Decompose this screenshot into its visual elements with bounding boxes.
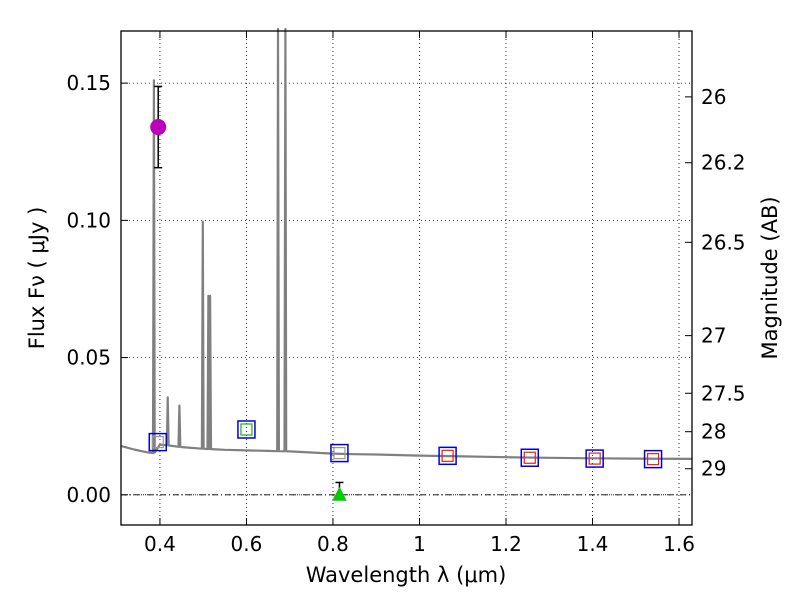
tick-layer: [121, 31, 692, 525]
model-flux-square: [438, 446, 457, 466]
observed-flux-square: [333, 446, 346, 460]
model-flux-square: [148, 432, 168, 452]
x-tick-label: 1.4: [577, 532, 609, 556]
model-flux-square: [330, 443, 349, 463]
mag-tick-label: 26: [701, 85, 726, 109]
y-tick-label: 0.10: [66, 208, 111, 232]
mag-tick-label: 27.5: [701, 381, 746, 405]
upper-limit-triangle: [332, 486, 347, 501]
mag-tick-label: 29: [701, 457, 726, 481]
mag-tick-label: 26.5: [701, 230, 746, 254]
y-tick-label: 0.00: [66, 483, 111, 507]
y2-axis-title: Magnitude (AB): [758, 196, 782, 359]
observed-flux-square: [151, 436, 164, 449]
photometry-marker-layer: [148, 85, 663, 501]
x-tick-label: 0.8: [317, 532, 349, 556]
observed-flux-square: [240, 423, 253, 436]
model-flux-square: [585, 449, 604, 468]
plot-frame: [120, 30, 693, 526]
x-tick-label: 1.6: [663, 532, 695, 556]
x-axis-title: Wavelength λ (μm): [306, 563, 507, 587]
model-flux-square: [643, 449, 663, 469]
template-spectrum-layer: [120, 27, 693, 460]
y-axis-title: Flux Fν ( μJy ): [25, 207, 49, 350]
model-flux-square: [520, 448, 540, 468]
mag-tick-label: 26.2: [701, 151, 746, 175]
y-tick-label: 0.15: [66, 71, 111, 95]
model-flux-square: [237, 420, 256, 439]
observed-flux-square: [523, 451, 536, 464]
tick-label-layer: 0.4 0.6 0.8 1 1.2 1.4 1.6 0.00 0.05 0.10 0.15 26 26.…: [66, 71, 745, 556]
y-tick-label: 0.05: [66, 346, 111, 370]
observed-flux-square: [646, 453, 660, 466]
observed-flux-square: [441, 449, 454, 462]
x-tick-label: 1.2: [490, 532, 522, 556]
template-spectrum-line: [120, 27, 693, 460]
mag-tick-label: 27: [701, 324, 726, 348]
x-tick-label: 1: [413, 532, 426, 556]
x-tick-label: 0.6: [231, 532, 263, 556]
detection-point: [150, 119, 167, 136]
x-tick-label: 0.4: [144, 532, 176, 556]
mag-tick-label: 28: [701, 420, 726, 444]
observed-flux-square: [588, 452, 601, 465]
